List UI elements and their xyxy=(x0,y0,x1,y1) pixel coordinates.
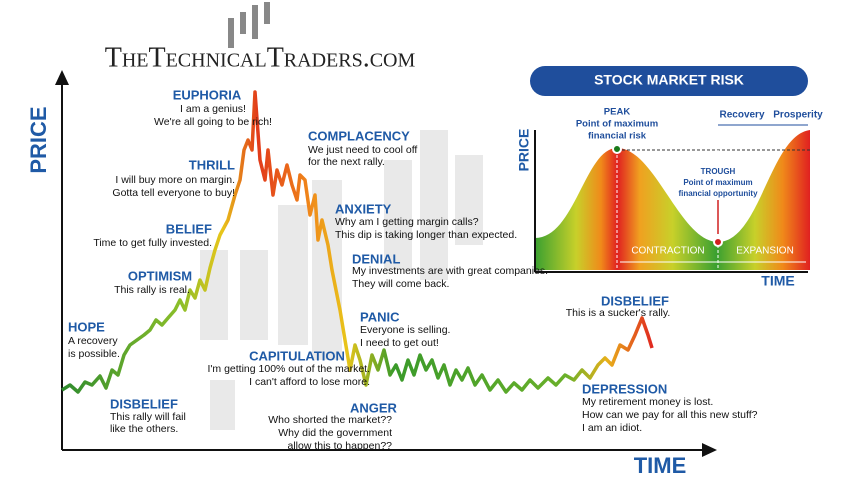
stage-title: ANGER xyxy=(350,400,398,415)
stage-text: Gotta tell everyone to buy! xyxy=(112,187,235,199)
stage-text: I am a genius! xyxy=(180,103,246,115)
trough-text: financial opportunity xyxy=(678,189,758,198)
trough-title: TROUGH xyxy=(701,167,736,176)
price-line xyxy=(61,90,654,394)
stage-text: Time to get fully invested. xyxy=(93,237,212,249)
stage-title: DISBELIEF xyxy=(601,293,669,308)
stage-title: THRILL xyxy=(189,157,235,172)
stage-title: CAPITULATION xyxy=(249,348,345,363)
peak-text: Point of maximum xyxy=(576,119,658,130)
stage-text: This rally is real. xyxy=(114,284,190,296)
stage-text: A recovery xyxy=(68,335,118,347)
stage-text: How can we pay for all this new stuff? xyxy=(582,409,758,421)
stage-text: Everyone is selling. xyxy=(360,324,450,336)
stage-title: PANIC xyxy=(360,309,400,324)
stage-text: like the others. xyxy=(110,423,178,435)
stage-text: I will buy more on margin. xyxy=(115,174,235,186)
stage-text: I'm getting 100% out of the market. xyxy=(207,363,370,375)
phase-label: EXPANSION xyxy=(736,246,794,257)
phase-label: Prosperity xyxy=(773,110,823,121)
stage-text: I can't afford to lose more. xyxy=(249,376,370,388)
trough-text: Point of maximum xyxy=(683,178,752,187)
logo-candles xyxy=(228,2,270,48)
logo: TheTechnicalTraders.com xyxy=(105,42,416,73)
stage-text: I am an idiot. xyxy=(582,422,642,434)
background-bars xyxy=(200,130,483,430)
stage-text: We just need to cool off xyxy=(308,144,417,156)
stage-text: Why am I getting margin calls? xyxy=(335,216,479,228)
peak-title: PEAK xyxy=(604,107,631,118)
stage-text: allow this to happen?? xyxy=(288,440,393,452)
inset-x-label: TIME xyxy=(761,273,794,289)
stage-title: DENIAL xyxy=(352,251,400,266)
peak-text: financial risk xyxy=(588,131,647,142)
stage-title: BELIEF xyxy=(166,221,212,236)
y-axis-label: PRICE xyxy=(26,106,51,173)
stage-text: This is a sucker's rally. xyxy=(566,307,671,319)
stage-text: My retirement money is lost. xyxy=(582,396,713,408)
phase-label: Recovery xyxy=(719,110,764,121)
stage-text: My investments are with great companies. xyxy=(352,265,548,277)
inset: STOCK MARKET RISK PRICE TIME xyxy=(516,66,810,289)
inset-y-label: PRICE xyxy=(516,129,532,172)
stage-text: for the next rally. xyxy=(308,156,385,168)
stage-text: They will come back. xyxy=(352,278,449,290)
stage-title: DEPRESSION xyxy=(582,381,667,396)
stage-text: This dip is taking longer than expected. xyxy=(335,229,517,241)
stage-title: DISBELIEF xyxy=(110,396,178,411)
stage-title: HOPE xyxy=(68,319,105,334)
phase-label: CONTRACTION xyxy=(631,246,704,257)
stage-title: OPTIMISM xyxy=(128,268,192,283)
stage-text: We're all going to be rich! xyxy=(154,116,272,128)
stage-text: Who shorted the market?? xyxy=(268,414,392,426)
inset-title: STOCK MARKET RISK xyxy=(594,72,744,88)
stage-text: This rally will fail xyxy=(110,411,186,423)
stage-title: COMPLACENCY xyxy=(308,128,410,143)
stage-text: Why did the government xyxy=(278,427,392,439)
stage-text: is possible. xyxy=(68,348,120,360)
stage-title: EUPHORIA xyxy=(173,87,242,102)
stage-title: ANXIETY xyxy=(335,201,392,216)
x-axis-label: TIME xyxy=(634,453,687,478)
stage-text: I need to get out! xyxy=(360,337,439,349)
